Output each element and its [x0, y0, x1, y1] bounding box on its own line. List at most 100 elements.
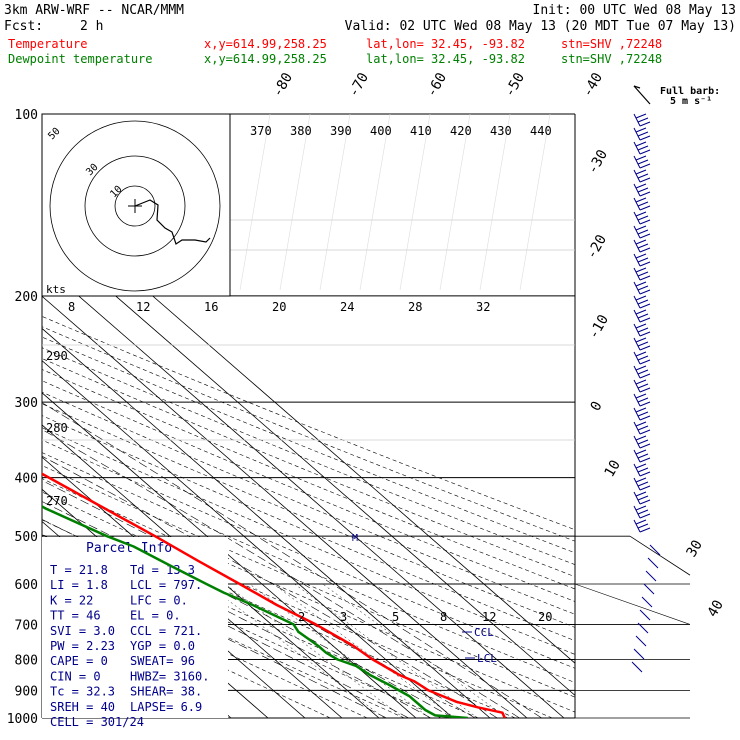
wind-barb-flag: [635, 463, 647, 469]
wind-barb-flag: [637, 383, 649, 389]
hodograph-ring: [114, 185, 156, 227]
series-meta: stn=SHV ,72248: [561, 37, 662, 51]
wind-barb-flag: [635, 309, 647, 315]
wind-barb-flag: [639, 191, 651, 197]
wind-barb-flag: [637, 131, 649, 137]
isentrope: [279, 114, 311, 291]
series-meta: lat,lon= 32.45, -93.82: [366, 52, 525, 66]
wind-barb-flag: [639, 401, 651, 407]
mixing-ratio-line: [273, 583, 456, 718]
wind-barb-flag: [635, 113, 647, 119]
series-label: Dewpoint temperature: [8, 52, 153, 66]
wind-barb: [633, 337, 641, 351]
wind-barbs: [631, 113, 661, 673]
wind-barb: [633, 323, 641, 337]
wind-barb-flag: [639, 345, 651, 351]
wind-barb-flag: [639, 233, 651, 239]
wind-barb: [633, 365, 641, 379]
init-time: Init: 00 UTC Wed 08 May 13: [533, 3, 737, 18]
wind-barb-flag: [635, 407, 647, 413]
wind-barb: [633, 309, 641, 323]
wind-barb-flag: [639, 149, 651, 155]
theta-label: 390: [330, 124, 352, 138]
parcel-field: LCL = 797.: [130, 578, 202, 592]
wind-barb-flag: [637, 229, 649, 235]
isentrope: [239, 114, 271, 291]
isotherm-line: [42, 424, 380, 718]
parcel-field: LFC = 0.: [130, 593, 188, 607]
wind-barb: [633, 421, 641, 435]
wind-barb-flag: [635, 267, 647, 273]
isotherm-label: 0: [588, 399, 606, 414]
isentrope: [399, 114, 431, 291]
mixing-ratio-label: 24: [340, 300, 354, 314]
wind-barb-flag: [635, 519, 647, 525]
theta-label: 280: [46, 421, 68, 435]
parcel-field: SVI = 3.0: [50, 624, 115, 638]
parcel-field: K = 22: [50, 593, 93, 607]
wind-barb: [633, 267, 641, 281]
wind-barb-flag: [639, 499, 651, 505]
wind-barb-flag: [635, 323, 647, 329]
wind-barb: [641, 596, 653, 608]
isentrope: [319, 114, 351, 291]
barb-legend-line2: 5 m s⁻¹: [670, 96, 712, 107]
parcel-field: SWEAT= 96: [130, 654, 195, 668]
parcel-field: CELL = 301/24: [50, 715, 144, 729]
dry-adiabat: [42, 380, 575, 602]
isotherm-label: 40: [705, 597, 727, 620]
wind-barb-flag: [639, 429, 651, 435]
wind-barb: [643, 583, 655, 595]
wind-barb: [637, 622, 649, 634]
wind-barb-flag: [635, 239, 647, 245]
wind-barb: [633, 295, 641, 309]
wind-barb-flag: [637, 397, 649, 403]
wind-barb-flag: [635, 505, 647, 511]
series-line: [42, 472, 506, 718]
dry-adiabat: [42, 326, 575, 542]
theta-label: 430: [490, 124, 512, 138]
mixing-ratio-label: 16: [204, 300, 218, 314]
parcel-field: LI = 1.8: [50, 578, 108, 592]
wind-barb-flag: [639, 135, 651, 141]
parcel-field: EL = 0.: [130, 609, 181, 623]
hodograph-ring: [49, 120, 221, 292]
parcel-field: CAPE = 0: [50, 654, 108, 668]
parcel-field: Td = 13.3: [130, 563, 195, 577]
wind-barb-flag: [639, 471, 651, 477]
wind-barb-flag: [637, 257, 649, 263]
wind-barb-flag: [639, 219, 651, 225]
wind-barb: [635, 635, 647, 647]
mixing-ratio-label: 8: [440, 610, 447, 624]
wind-barb-flag: [637, 327, 649, 333]
parcel-field: PW = 2.23: [50, 639, 115, 653]
wind-barb-flag: [635, 281, 647, 287]
wind-barb-flag: [637, 369, 649, 375]
forecast-hour: 2 h: [80, 19, 103, 34]
parcel-field: TT = 46: [50, 609, 101, 623]
wind-barb-flag: [637, 159, 649, 165]
level-marker-label: LCL: [477, 652, 497, 665]
series-line: [42, 504, 468, 718]
wind-barb-flag: [637, 145, 649, 151]
wind-barb: [633, 491, 641, 505]
wind-barb-flag: [635, 491, 647, 497]
wind-barb-flag: [635, 211, 647, 217]
mixing-ratio-label: 8: [68, 300, 75, 314]
wind-barb-flag: [635, 127, 647, 133]
wind-barb-flag: [637, 271, 649, 277]
valid-time: Valid: 02 UTC Wed 08 May 13 (20 MDT Tue …: [345, 19, 736, 34]
wind-barb-flag: [637, 355, 649, 361]
theta-label: 370: [250, 124, 272, 138]
isotherm-label: -30: [585, 147, 612, 177]
wind-barb-flag: [639, 457, 651, 463]
wind-barb-flag: [637, 299, 649, 305]
wind-barb-flag: [639, 261, 651, 267]
wind-barb: [633, 113, 641, 127]
isentrope: [439, 114, 471, 291]
pressure-tick-label: 500: [15, 530, 38, 545]
wind-barb-flag: [637, 117, 649, 123]
wind-barb-flag: [639, 289, 651, 295]
parcel-field: LAPSE= 6.9: [130, 700, 202, 714]
wind-barb-flag: [637, 467, 649, 473]
